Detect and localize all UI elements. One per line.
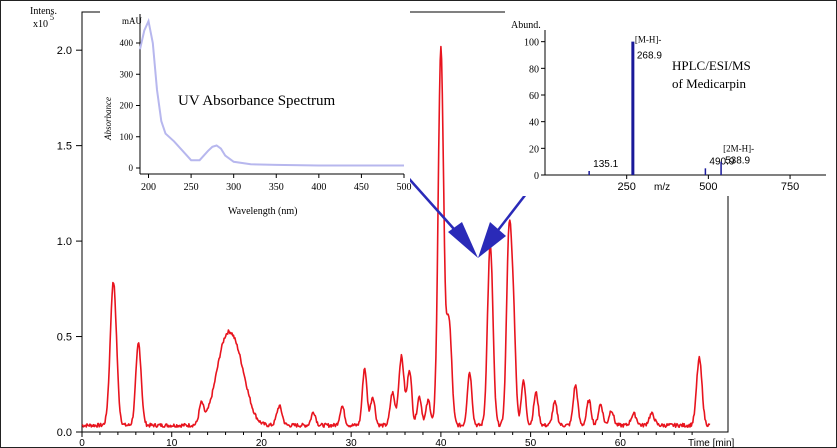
ms-title-line1: HPLC/ESI/MS (672, 58, 751, 73)
ms-y-tick-label: 60 (529, 91, 539, 102)
main-y-label-line2: x10 (33, 19, 48, 30)
uv-y-tick-label: 300 (120, 69, 134, 79)
main-x-tick-label: 60 (615, 438, 627, 448)
uv-y-label: Absorbance (103, 97, 113, 141)
ms-y-tick-label: 40 (529, 118, 539, 129)
uv-x-tick-label: 350 (269, 182, 284, 193)
uv-y-tick-label: 200 (120, 101, 134, 111)
uv-x-tick-label: 500 (397, 182, 412, 193)
uv-y-axis: 0 100 200 300 400 (120, 38, 140, 173)
main-y-tick-label: 2.0 (57, 45, 72, 57)
ms-peak-label: 268.9 (637, 51, 662, 62)
main-y-tick-label: 0.0 (57, 427, 72, 439)
uv-x-tick-label: 400 (311, 182, 326, 193)
main-y-axis: 0.0 0.5 1.0 1.5 2.0 (57, 45, 82, 439)
ms-x-tick-label: 750 (781, 181, 799, 193)
main-y-tick-label: 1.0 (57, 236, 72, 248)
ms-x-label: m/z (654, 182, 670, 193)
uv-y-unit: mAU (122, 16, 143, 26)
main-x-tick-label: 50 (525, 438, 537, 448)
uv-x-tick-label: 200 (141, 182, 156, 193)
main-x-axis: 0 10 20 30 40 50 60 (79, 432, 693, 448)
uv-x-label: Wavelength (nm) (228, 206, 297, 217)
arrowhead-left (448, 222, 478, 258)
main-y-label-line1: Intens. (30, 6, 57, 17)
uv-y-tick-label: 400 (120, 38, 134, 48)
chromatogram-line (81, 45, 711, 428)
ms-peak-ion-label: [M-H]- (635, 35, 662, 45)
arrowhead-right (478, 222, 506, 258)
uv-spectrum-line (139, 17, 404, 167)
uv-inset-background (100, 8, 410, 223)
ms-peak-ion-label: [2M-H]- (723, 144, 754, 154)
uv-x-axis: 200 250 300 350 400 450 500 (141, 174, 412, 193)
ms-peak-label: 538.9 (725, 156, 750, 167)
main-y-label-exponent: 5 (50, 13, 54, 22)
main-x-tick-label: 40 (435, 438, 447, 448)
uv-title: UV Absorbance Spectrum (178, 93, 336, 109)
ms-inset-background (505, 8, 831, 196)
ms-title-line2: of Medicarpin (672, 76, 747, 91)
main-x-tick-label: 10 (166, 438, 178, 448)
ms-spectrum-inset: 0 20 40 60 80 100 250 500 750 135.1 268.9 [M-H]- 4… (505, 8, 831, 196)
main-y-tick-label: 1.5 (57, 141, 72, 153)
main-x-label: Time [min] (688, 438, 735, 448)
main-x-tick-label: 30 (346, 438, 358, 448)
uv-x-tick-label: 250 (184, 182, 199, 193)
ms-peak-label: 135.1 (593, 159, 618, 170)
ms-y-label: Abund. (511, 20, 541, 31)
ms-y-tick-label: 0 (534, 171, 539, 182)
uv-y-tick-label: 100 (120, 132, 134, 142)
ms-y-tick-label: 100 (524, 38, 539, 49)
uv-x-tick-label: 300 (226, 182, 241, 193)
ms-peak-label: 490.9 (709, 156, 734, 167)
main-x-tick-label: 20 (256, 438, 268, 448)
arrow-from-uv (402, 171, 463, 239)
ms-x-tick-label: 250 (618, 181, 636, 193)
ms-y-tick-label: 20 (529, 144, 539, 155)
ms-y-axis: 0 20 40 60 80 100 (524, 38, 545, 182)
ms-x-tick-label: 500 (699, 181, 717, 193)
uv-x-tick-label: 450 (354, 182, 369, 193)
uv-y-tick-label: 0 (129, 163, 134, 173)
main-x-tick-label: 0 (79, 438, 85, 448)
main-y-tick-label: 0.5 (57, 332, 72, 344)
ms-x-axis: 250 500 750 (618, 175, 799, 193)
ms-y-tick-label: 80 (529, 64, 539, 75)
